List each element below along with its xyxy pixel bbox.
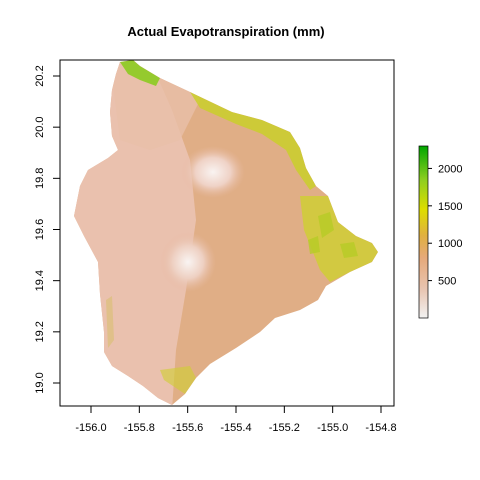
x-tick-label: -155.0 <box>317 422 348 434</box>
legend-tick-label: 500 <box>438 276 456 288</box>
y-tick-label: 19.6 <box>34 219 46 240</box>
mauna-kea-summit <box>181 146 245 198</box>
wet-northeast-coast <box>190 92 316 190</box>
legend-ticks: 500 1000 1500 2000 <box>428 163 462 288</box>
y-tick-label: 19.2 <box>34 321 46 342</box>
y-axis: 19.0 19.2 19.4 19.6 19.8 20.0 20.2 <box>34 65 60 394</box>
wet-hilo-spots <box>308 212 358 258</box>
chart-title: Actual Evapotranspiration (mm) <box>127 24 324 39</box>
legend-tick-label: 1000 <box>438 238 462 250</box>
x-tick-label: -155.6 <box>172 422 203 434</box>
legend-colorbar <box>418 145 429 319</box>
island-raster <box>74 60 378 405</box>
y-tick-label: 19.4 <box>34 270 46 291</box>
wet-south-coast <box>160 366 196 394</box>
x-tick-label: -155.2 <box>269 422 300 434</box>
y-tick-label: 19.8 <box>34 168 46 189</box>
wet-north-tip <box>120 60 160 86</box>
wet-kona-band <box>106 296 114 348</box>
y-tick-label: 19.0 <box>34 372 46 393</box>
x-tick-label: -156.0 <box>75 422 106 434</box>
y-tick-label: 20.2 <box>34 65 46 86</box>
mauna-loa-summit <box>160 232 216 292</box>
x-axis: -156.0 -155.8 -155.6 -155.4 -155.2 -155.0 -154… <box>75 406 397 434</box>
legend: 500 1000 1500 2000 <box>418 145 462 319</box>
legend-tick-label: 2000 <box>438 163 462 175</box>
legend-tick-label: 1500 <box>438 201 462 213</box>
y-tick-label: 20.0 <box>34 116 46 137</box>
x-tick-label: -154.8 <box>365 422 396 434</box>
x-tick-label: -155.4 <box>220 422 251 434</box>
plot-frame <box>59 59 395 407</box>
x-tick-label: -155.8 <box>124 422 155 434</box>
